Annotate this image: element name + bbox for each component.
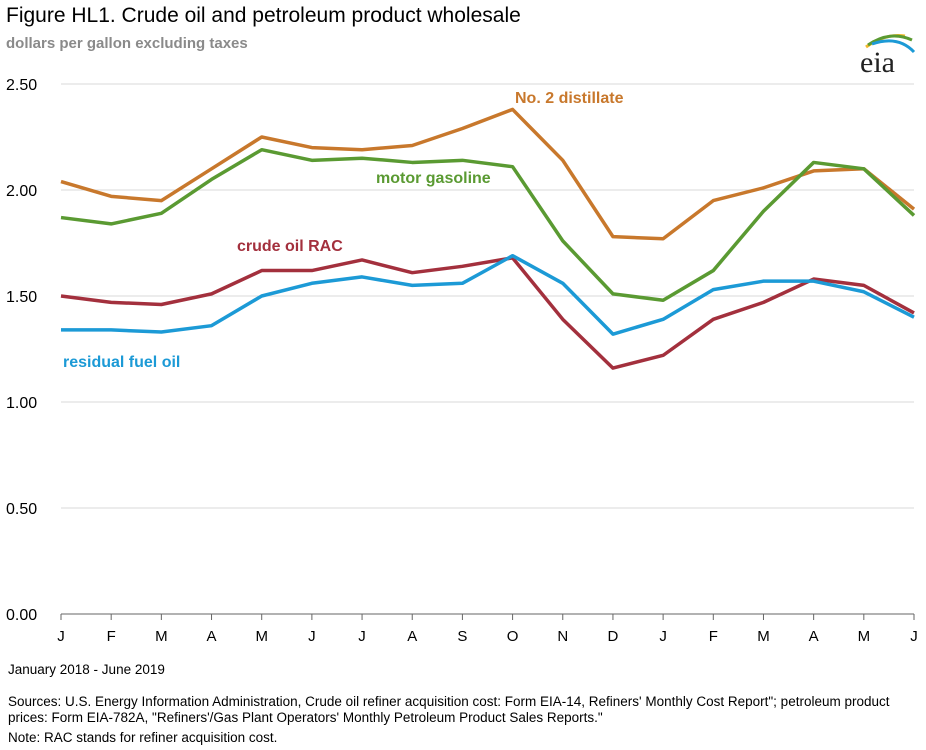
x-tick-label: A	[207, 628, 217, 645]
x-tick-label: M	[757, 628, 770, 645]
x-tick-label: J	[308, 628, 316, 645]
series-line-residual-fuel-oil	[61, 253, 915, 336]
x-tick-label: M	[858, 628, 871, 645]
series-label: crude oil RAC	[237, 238, 343, 255]
x-tick-label: M	[155, 628, 168, 645]
sources-note: Sources: U.S. Energy Information Adminis…	[8, 694, 890, 725]
y-tick-label: 1.00	[6, 395, 37, 412]
eia-logo: eia	[860, 34, 916, 79]
y-tick-label: 2.00	[6, 183, 37, 200]
date-range: January 2018 - June 2019	[8, 662, 165, 677]
x-tick-label: M	[255, 628, 268, 645]
series-line-crude-oil-rac	[60, 256, 915, 370]
x-tick-label: J	[659, 628, 667, 645]
x-tick-label: J	[910, 628, 918, 645]
rac-note: Note: RAC stands for refiner acquisition…	[8, 730, 278, 745]
series-label: residual fuel oil	[63, 354, 180, 371]
x-tick-label: F	[107, 628, 116, 645]
x-tick-label: J	[358, 628, 366, 645]
series-line-no-2-distillate	[60, 107, 916, 241]
series-label: No. 2 distillate	[515, 90, 624, 107]
y-tick-label: 1.50	[6, 289, 37, 306]
chart-subtitle: dollars per gallon excluding taxes	[6, 35, 248, 52]
series-line-motor-gasoline	[60, 147, 916, 302]
svg-text:eia: eia	[860, 46, 895, 79]
x-tick-label: F	[709, 628, 718, 645]
y-tick-label: 2.50	[6, 77, 37, 94]
x-tick-label: A	[407, 628, 417, 645]
x-tick-label: O	[507, 628, 519, 645]
series-label: motor gasoline	[376, 170, 491, 187]
x-tick-label: N	[557, 628, 568, 645]
x-tick-label: A	[809, 628, 819, 645]
x-tick-label: S	[457, 628, 467, 645]
y-tick-label: 0.00	[6, 607, 37, 624]
chart-title: Figure HL1. Crude oil and petroleum prod…	[6, 4, 521, 27]
x-tick-label: D	[608, 628, 619, 645]
x-tick-label: J	[57, 628, 65, 645]
y-tick-label: 0.50	[6, 501, 37, 518]
